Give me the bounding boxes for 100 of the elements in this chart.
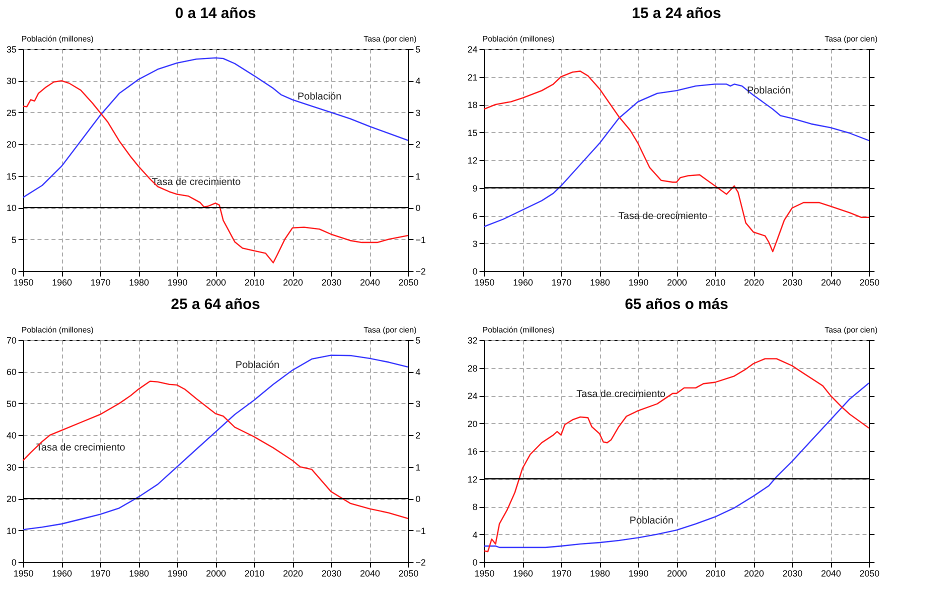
y2-tick-label: 5 <box>416 336 421 346</box>
y2-axis-title: Tasa (por cien) <box>824 326 878 334</box>
y2-tick-label: 1 <box>416 462 421 472</box>
x-tick-label: 2020 <box>282 278 304 288</box>
x-tick-label: 2010 <box>244 568 265 578</box>
y-tick-label: 0 <box>11 558 16 568</box>
x-tick-label: 2040 <box>820 568 842 578</box>
y-tick-label: 60 <box>6 367 16 378</box>
y-tick-label: 24 <box>467 391 478 401</box>
y2-tick-label: 3 <box>416 108 421 118</box>
x-tick-label: 1950 <box>474 568 495 578</box>
x-tick-label: 2050 <box>398 278 419 288</box>
y2-tick-label: 2 <box>416 140 421 150</box>
y-tick-label: 20 <box>6 494 16 504</box>
x-tick-label: 1980 <box>590 278 610 288</box>
x-tick-label: 1970 <box>551 278 572 288</box>
x-tick-label: 2000 <box>206 568 226 578</box>
x-tick-label: 1970 <box>551 568 572 578</box>
y2-tick-label: 0 <box>416 203 421 214</box>
y-axis-title: Población (millones) <box>22 326 94 334</box>
x-tick-label: 2030 <box>782 278 803 288</box>
x-tick-label: 2040 <box>360 568 380 578</box>
y-tick-label: 40 <box>6 430 16 441</box>
x-tick-label: 2010 <box>705 278 726 288</box>
y-axis-title: Población (millones) <box>482 34 555 44</box>
x-tick-label: 1990 <box>167 278 188 288</box>
x-tick-label: 2030 <box>321 278 342 288</box>
y2-tick-label: 1 <box>416 171 421 182</box>
x-tick-label: 1960 <box>512 278 534 288</box>
x-tick-label: 1970 <box>90 278 111 288</box>
y2-axis-title: Tasa (por cien) <box>364 326 417 334</box>
y-tick-label: 30 <box>6 76 16 86</box>
y-tick-label: 10 <box>6 526 16 536</box>
x-tick-label: 2030 <box>321 568 342 578</box>
y-tick-label: 0 <box>11 266 16 276</box>
x-tick-label: 1990 <box>628 568 649 578</box>
y-tick-label: 32 <box>467 336 478 346</box>
y-tick-label: 25 <box>6 108 16 118</box>
chart-title: 25 a 64 años <box>170 296 260 313</box>
y2-tick-label: −1 <box>416 234 426 245</box>
y2-tick-label: −2 <box>416 266 426 276</box>
x-tick-label: 1950 <box>13 278 34 288</box>
y-tick-label: 20 <box>6 140 16 150</box>
y-tick-label: 21 <box>467 72 478 82</box>
y-tick-label: 12 <box>467 474 478 484</box>
x-tick-label: 2000 <box>666 568 688 578</box>
y-axis-title: Población (millones) <box>482 326 555 334</box>
y-tick-label: 8 <box>472 502 478 512</box>
y-tick-label: 18 <box>467 100 478 110</box>
annotation: Población <box>236 360 280 372</box>
y-tick-label: 9 <box>472 183 478 194</box>
x-tick-label: 2020 <box>282 568 304 578</box>
y2-tick-label: 2 <box>416 430 421 441</box>
y-tick-label: 4 <box>472 530 478 540</box>
y-tick-label: 50 <box>6 398 16 409</box>
x-tick-label: 2040 <box>820 278 842 288</box>
y-tick-label: 70 <box>6 336 16 346</box>
annotation: Tasa de crecimiento <box>576 388 666 400</box>
y-tick-label: 12 <box>467 156 478 166</box>
y2-tick-label: 4 <box>416 367 421 378</box>
x-tick-label: 1960 <box>52 568 72 578</box>
x-tick-label: 1950 <box>474 278 495 288</box>
x-tick-label: 2020 <box>744 278 764 288</box>
x-tick-label: 1970 <box>90 568 111 578</box>
y2-axis-title: Tasa (por cien) <box>824 34 878 44</box>
y2-tick-label: 4 <box>416 76 421 86</box>
x-tick-label: 2010 <box>244 278 265 288</box>
x-tick-label: 2030 <box>782 568 803 578</box>
x-tick-label: 1990 <box>167 568 188 578</box>
x-tick-label: 2050 <box>398 568 419 578</box>
annotation: Población <box>746 85 791 96</box>
y-tick-label: 30 <box>6 462 16 472</box>
annotation: Tasa de crecimiento <box>618 211 708 222</box>
y-tick-label: 5 <box>11 234 16 245</box>
annotation: Tasa de crecimiento <box>36 442 126 454</box>
x-tick-label: 1980 <box>590 568 610 578</box>
x-tick-label: 1990 <box>628 278 649 288</box>
y-tick-label: 0 <box>472 558 478 568</box>
y2-tick-label: −1 <box>416 526 426 536</box>
y2-tick-label: 0 <box>416 494 421 504</box>
y2-tick-label: −2 <box>416 558 426 568</box>
x-tick-label: 2000 <box>206 278 226 288</box>
y-tick-label: 0 <box>472 266 478 276</box>
chart-title: 0 a 14 años <box>175 5 256 22</box>
y-tick-label: 35 <box>6 44 16 54</box>
x-tick-label: 1960 <box>52 278 72 288</box>
y-tick-label: 24 <box>467 44 478 54</box>
x-tick-label: 1950 <box>13 568 34 578</box>
x-tick-label: 2040 <box>360 278 380 288</box>
y-axis-title: Población (millones) <box>22 34 94 44</box>
y-tick-label: 15 <box>6 171 16 182</box>
y-tick-label: 16 <box>467 446 478 456</box>
x-tick-label: 2050 <box>859 278 880 288</box>
x-tick-label: 2010 <box>705 568 726 578</box>
y-tick-label: 28 <box>467 363 478 374</box>
chart-title: 15 a 24 años <box>632 5 722 22</box>
line-series <box>22 57 409 198</box>
y2-axis-title: Tasa (por cien) <box>364 34 417 44</box>
y-tick-label: 6 <box>472 211 478 221</box>
y-tick-label: 3 <box>472 238 478 249</box>
